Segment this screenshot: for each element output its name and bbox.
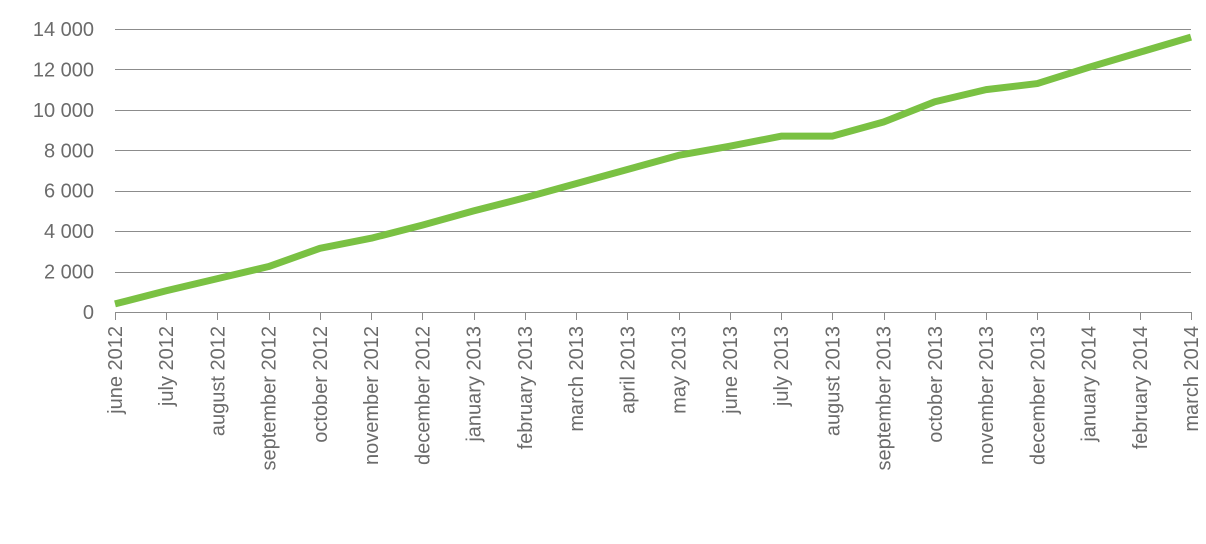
x-tick-label: february 2014 [1130,326,1152,449]
x-tick-label: october 2013 [925,326,947,443]
x-tick-label: january 2014 [1079,326,1101,443]
x-tick-label: november 2013 [976,326,998,465]
x-tick-label: november 2012 [361,326,383,465]
y-tick-label: 12 000 [33,59,94,81]
y-tick-label: 6 000 [44,181,94,203]
x-tick-label: september 2012 [259,326,281,471]
x-tick-label: august 2013 [822,326,844,436]
x-axis [115,312,1192,320]
x-tick-label: april 2013 [617,326,639,414]
gridlines [115,29,1191,273]
x-tick-label: march 2014 [1181,326,1203,432]
y-tick-label: 4 000 [44,221,94,243]
x-tick-label: september 2013 [874,326,896,471]
y-tick-label: 14 000 [33,19,94,41]
x-axis-tick-labels: june 2012 july 2012 august 2012 september 2… [105,326,1203,471]
x-tick-label: february 2013 [515,326,537,449]
x-tick-label: january 2013 [464,326,486,443]
y-axis-tick-labels: 0 2 000 4 000 6 000 8 000 10 000 12 000 14 000 [33,19,94,324]
series-line-0 [114,33,1192,308]
y-tick-label: 2 000 [44,262,94,284]
x-tick-label: december 2013 [1027,326,1049,465]
x-tick-label: july 2013 [771,326,793,407]
x-tick-label: june 2013 [720,326,742,415]
y-tick-label: 0 [83,302,94,324]
y-tick-label: 8 000 [44,140,94,162]
x-tick-label: june 2012 [105,326,127,415]
y-tick-label: 10 000 [33,100,94,122]
x-tick-label: december 2012 [412,326,434,465]
x-tick-label: july 2012 [156,326,178,407]
x-tick-label: august 2012 [207,326,229,436]
x-tick-label: may 2013 [669,326,691,414]
x-tick-label: october 2012 [310,326,332,443]
x-tick-label: march 2013 [566,326,588,432]
series-layer [114,33,1192,308]
